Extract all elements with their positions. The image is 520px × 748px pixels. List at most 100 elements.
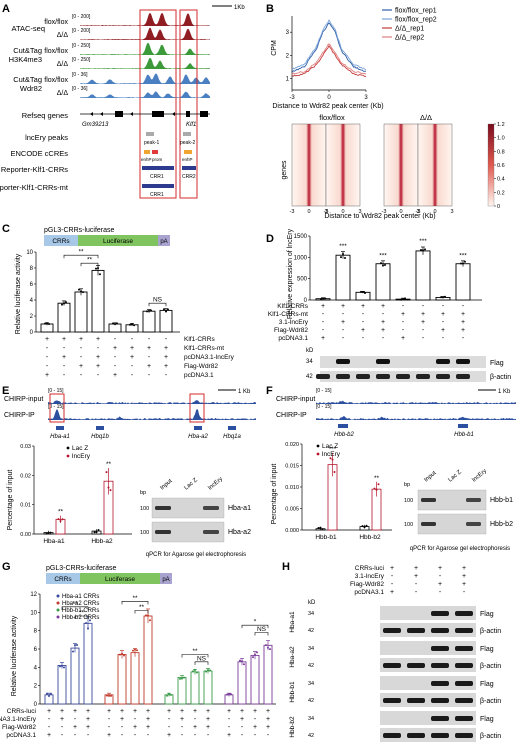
data-point <box>80 290 82 293</box>
bar <box>237 661 247 705</box>
blot-band <box>431 733 449 738</box>
blot-band <box>455 611 473 616</box>
track-range-4: [0 - 250] <box>72 57 91 63</box>
data-point <box>167 308 169 311</box>
data-point <box>333 470 336 473</box>
data-point <box>168 693 170 696</box>
ytick-label: 2 <box>30 314 34 320</box>
f-ylabel: Percentage of input <box>271 464 278 525</box>
condition-sign: - <box>382 311 385 318</box>
condition-sign: + <box>206 724 210 731</box>
data-point <box>61 518 64 521</box>
panel-letter-b: B <box>266 3 274 15</box>
data-point <box>85 622 87 625</box>
blot-band-actin <box>456 374 470 379</box>
condition-label: CRRs-luci <box>355 565 384 572</box>
ytick-label: 0.010 <box>285 485 299 491</box>
gel-band-input <box>155 530 171 534</box>
significance-label: *** <box>459 252 467 259</box>
condition-sign: - <box>74 716 77 723</box>
condition-sign: + <box>266 724 270 731</box>
gel-lane-box <box>417 489 487 511</box>
data-point <box>87 627 89 630</box>
f-track-2: CHIRP-IP <box>276 412 307 419</box>
condition-sign: + <box>240 716 244 723</box>
condition-sign: - <box>241 724 244 731</box>
heatmap-tick-label: 0 <box>341 209 344 215</box>
track-range-5: [0 - 36] <box>72 72 88 78</box>
significance-label: ** <box>78 249 84 256</box>
blot-band <box>407 698 425 703</box>
panel-g: G pGL3-CRRs-luciferase CRRs Luciferase p… <box>0 561 276 739</box>
data-point <box>207 669 209 672</box>
colorbar-tick-label: 1.2 <box>497 122 505 128</box>
heatmap-title-flox: flox/flox <box>319 113 345 122</box>
condition-sign: + <box>381 319 385 326</box>
condition-sign: - <box>134 716 137 723</box>
data-point <box>95 531 98 534</box>
ytick-label: 1000 <box>294 255 308 261</box>
blot-mw-label: 34 <box>308 716 314 722</box>
condition-sign: + <box>133 708 137 715</box>
blot-strip <box>380 676 476 690</box>
condition-sign: + <box>441 327 445 334</box>
data-point <box>119 653 121 656</box>
significance-bracket <box>254 632 269 636</box>
condition-sign: + <box>414 565 418 572</box>
condition-label: Flag-Wdr82 <box>350 581 384 588</box>
condition-label: pcDNA3.1 <box>354 589 384 596</box>
condition-sign: - <box>228 716 231 723</box>
blot-band <box>431 628 449 633</box>
gene-hbb-b2: Hbb-b2 <box>334 432 354 438</box>
condition-sign: - <box>194 732 197 739</box>
condition-sign: - <box>131 363 134 370</box>
data-point <box>400 298 402 301</box>
ytick-label: 4 <box>30 298 34 304</box>
condition-sign: + <box>390 565 394 572</box>
heatmap-tick-label: -3 <box>382 209 387 215</box>
data-point <box>110 694 112 697</box>
condition-sign: + <box>341 319 345 326</box>
blot-band-actin <box>336 374 350 379</box>
d-mw-34: 34 <box>306 359 313 365</box>
ytick-label: 8 <box>30 266 34 272</box>
data-point <box>364 292 366 295</box>
condition-sign: - <box>114 363 117 370</box>
bar <box>159 309 173 333</box>
blot-strip <box>380 606 476 620</box>
condition-sign: - <box>194 716 197 723</box>
data-point <box>46 692 48 695</box>
bar <box>455 263 471 301</box>
data-point <box>48 695 50 698</box>
condition-sign: + <box>164 354 168 361</box>
data-point <box>342 252 344 255</box>
data-point <box>444 295 446 298</box>
condition-sign: - <box>463 589 466 596</box>
condition-sign: + <box>60 708 64 715</box>
condition-sign: + <box>146 708 150 715</box>
data-point <box>114 323 116 326</box>
data-point <box>165 310 167 313</box>
data-point <box>241 660 243 663</box>
data-point <box>150 309 152 312</box>
condition-sign: - <box>48 724 51 731</box>
gel-f: Input Lac Z lncEry bp 100 Hbb-b1 100 Hbb-b2 <box>404 468 513 535</box>
ytick-label: 0.02 <box>20 473 31 479</box>
condition-sign: + <box>321 335 325 342</box>
data-point <box>344 256 346 259</box>
gene-models-e <box>56 426 236 430</box>
condition-sign: + <box>227 732 231 739</box>
condition-sign: - <box>207 732 210 739</box>
condition-sign: - <box>165 336 168 343</box>
gel-label: Hba-a2 <box>228 529 251 536</box>
condition-sign: - <box>80 372 83 379</box>
blot-band <box>455 628 473 633</box>
condition-sign: - <box>362 311 365 318</box>
data-point <box>265 644 267 647</box>
highlight-box-hba-a2 <box>189 393 205 423</box>
e-legend-lncery: lncEry <box>72 453 91 460</box>
data-point <box>239 659 241 662</box>
blot-band <box>407 733 425 738</box>
data-point <box>63 302 65 305</box>
track-signal-4 <box>80 57 210 69</box>
